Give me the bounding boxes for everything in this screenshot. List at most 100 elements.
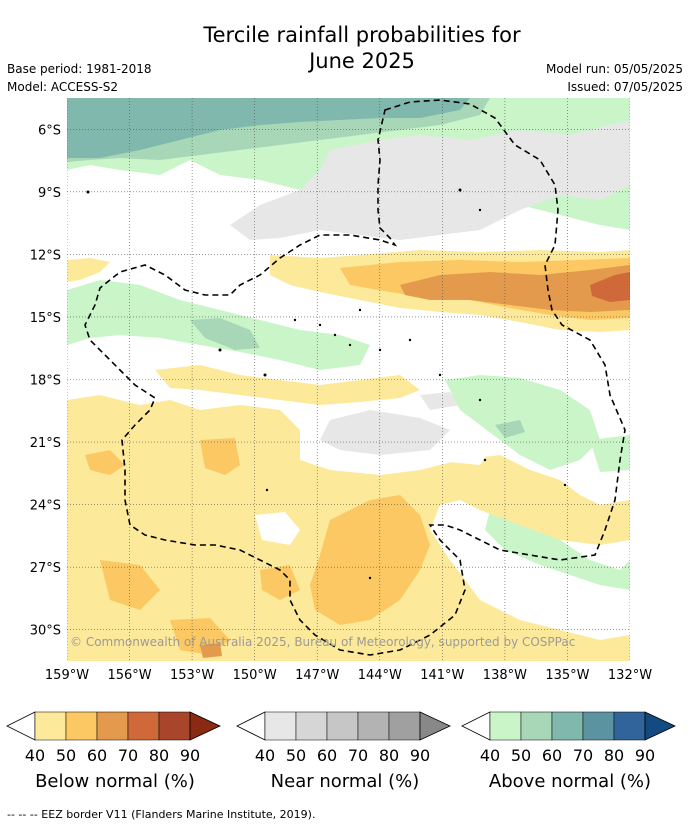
island (478, 208, 482, 212)
colorbar-near-normal: 40 50 60 70 80 90 Near normal (%) (235, 708, 455, 798)
lat-tick-label: 21°S (30, 436, 61, 451)
lon-tick-label: 135°W (545, 668, 589, 683)
above-normal-central-50 (190, 318, 260, 350)
islands (86, 188, 567, 580)
colorbar-tick: 40 (479, 746, 501, 765)
colorbar-tick: 70 (347, 746, 369, 765)
colorbar-extend-low (236, 711, 266, 741)
colorbar-swatch (551, 711, 584, 741)
eez-border-kiribati (84, 99, 626, 656)
near-normal-east (420, 392, 460, 410)
colorbar-swatch (582, 711, 615, 741)
island (263, 373, 267, 377)
island (483, 458, 487, 462)
below-normal-west-band-40 (155, 365, 420, 405)
island (378, 348, 382, 352)
colorbar-swatch (127, 711, 160, 741)
near-normal-south (320, 410, 450, 455)
map-plot-area (67, 98, 630, 661)
near-white-south-b (440, 435, 490, 465)
colorbar-tick: 70 (117, 746, 139, 765)
lon-tick-label: 138°W (483, 668, 527, 683)
colorbar-above-normal: 40 50 60 70 80 90 Above normal (%) (460, 708, 680, 798)
colorbar-above-normal-ticks: 40 50 60 70 80 90 (460, 746, 680, 766)
colorbar-above-normal-swatches (461, 711, 676, 741)
lat-tick-label: 30°S (30, 624, 61, 639)
island (218, 348, 222, 352)
meta-left: Base period: 1981-2018 Model: ACCESS-S2 (7, 60, 152, 96)
colorbar-swatch (295, 711, 328, 741)
lat-tick-label: 6°S (38, 123, 61, 138)
map-title: Tercile rainfall probabilities for June … (0, 22, 690, 74)
colorbar-below-normal-swatches (6, 711, 221, 741)
lon-tick-label: 156°W (107, 668, 151, 683)
lat-tick-label: 15°S (30, 311, 61, 326)
eez-footer-note: -- -- -- EEZ border V11 (Flanders Marine… (7, 808, 316, 821)
map-figure: 159°W 156°W 153°W 150°W 147°W 144°W 141°W 138°W… (30, 98, 652, 683)
below-normal-band-60 (400, 265, 630, 312)
above-normal-se (485, 510, 630, 590)
eez-borders (84, 99, 626, 656)
model-run: Model run: 05/05/2025 (545, 62, 683, 76)
island (348, 343, 352, 347)
colorbar-tick: 80 (378, 746, 400, 765)
island (368, 576, 372, 580)
colorbar-tick: 90 (634, 746, 656, 765)
island (318, 323, 322, 327)
island (478, 398, 482, 402)
colorbar-tick: 50 (55, 746, 77, 765)
colorbar-swatch (613, 711, 646, 741)
colorbar-extend-low (461, 711, 491, 741)
colorbar-swatch (264, 711, 297, 741)
below-normal-south-50 (200, 438, 240, 475)
colorbar-tick: 80 (603, 746, 625, 765)
lon-tick-label: 150°W (233, 668, 277, 683)
latitude-labels: 6°S 9°S 12°S 15°S 18°S 21°S 24°S 27°S 30°S (30, 123, 61, 638)
colorbar-swatch (326, 711, 359, 741)
island (438, 373, 442, 377)
colorbar-tick: 40 (24, 746, 46, 765)
colorbar-tick: 90 (179, 746, 201, 765)
below-normal-north-40 (67, 258, 110, 282)
colorbar-tick: 90 (409, 746, 431, 765)
issued-date: Issued: 07/05/2025 (567, 80, 683, 94)
colorbar-tick: 60 (316, 746, 338, 765)
near-normal-north (230, 120, 630, 240)
colorbar-tick: 80 (148, 746, 170, 765)
below-normal-band-70 (590, 272, 630, 302)
colorbar-tick: 50 (510, 746, 532, 765)
title-line-1: Tercile rainfall probabilities for (203, 23, 521, 47)
colorbar-tick: 60 (541, 746, 563, 765)
below-normal-south-50c (85, 450, 125, 475)
island (458, 188, 462, 192)
colorbar-tick: 50 (285, 746, 307, 765)
gridlines (67, 98, 630, 661)
lon-tick-label: 132°W (608, 668, 652, 683)
above-normal-east-50 (495, 420, 525, 438)
island (358, 308, 362, 312)
base-period: Base period: 1981-2018 (7, 62, 152, 76)
colorbar-tick: 40 (254, 746, 276, 765)
colorbar-tick: 70 (572, 746, 594, 765)
colorbar-near-normal-ticks: 40 50 60 70 80 90 (235, 746, 455, 766)
colorbar-near-normal-label: Near normal (%) (270, 771, 420, 792)
island (265, 488, 269, 492)
lon-tick-label: 144°W (358, 668, 402, 683)
colorbar-swatch (520, 711, 553, 741)
lon-tick-label: 153°W (170, 668, 214, 683)
lat-tick-label: 18°S (30, 374, 61, 389)
colorbar-extend-high (189, 711, 221, 741)
model-name: Model: ACCESS-S2 (7, 80, 119, 94)
near-white-south-a (255, 512, 300, 545)
colorbar-swatch (96, 711, 129, 741)
colorbar-extend-low (6, 711, 36, 741)
colorbar-tick: 60 (86, 746, 108, 765)
colorbar-near-normal-swatches (236, 711, 451, 741)
island (86, 190, 90, 194)
below-normal-south-50d (100, 560, 160, 610)
colorbar-below-normal: 40 50 60 70 80 90 Below normal (%) (5, 708, 225, 798)
colorbar-swatch (65, 711, 98, 741)
above-normal-north-60 (67, 98, 470, 158)
colorbar-below-normal-label: Below normal (%) (35, 771, 195, 792)
title-line-2: June 2025 (309, 49, 415, 73)
